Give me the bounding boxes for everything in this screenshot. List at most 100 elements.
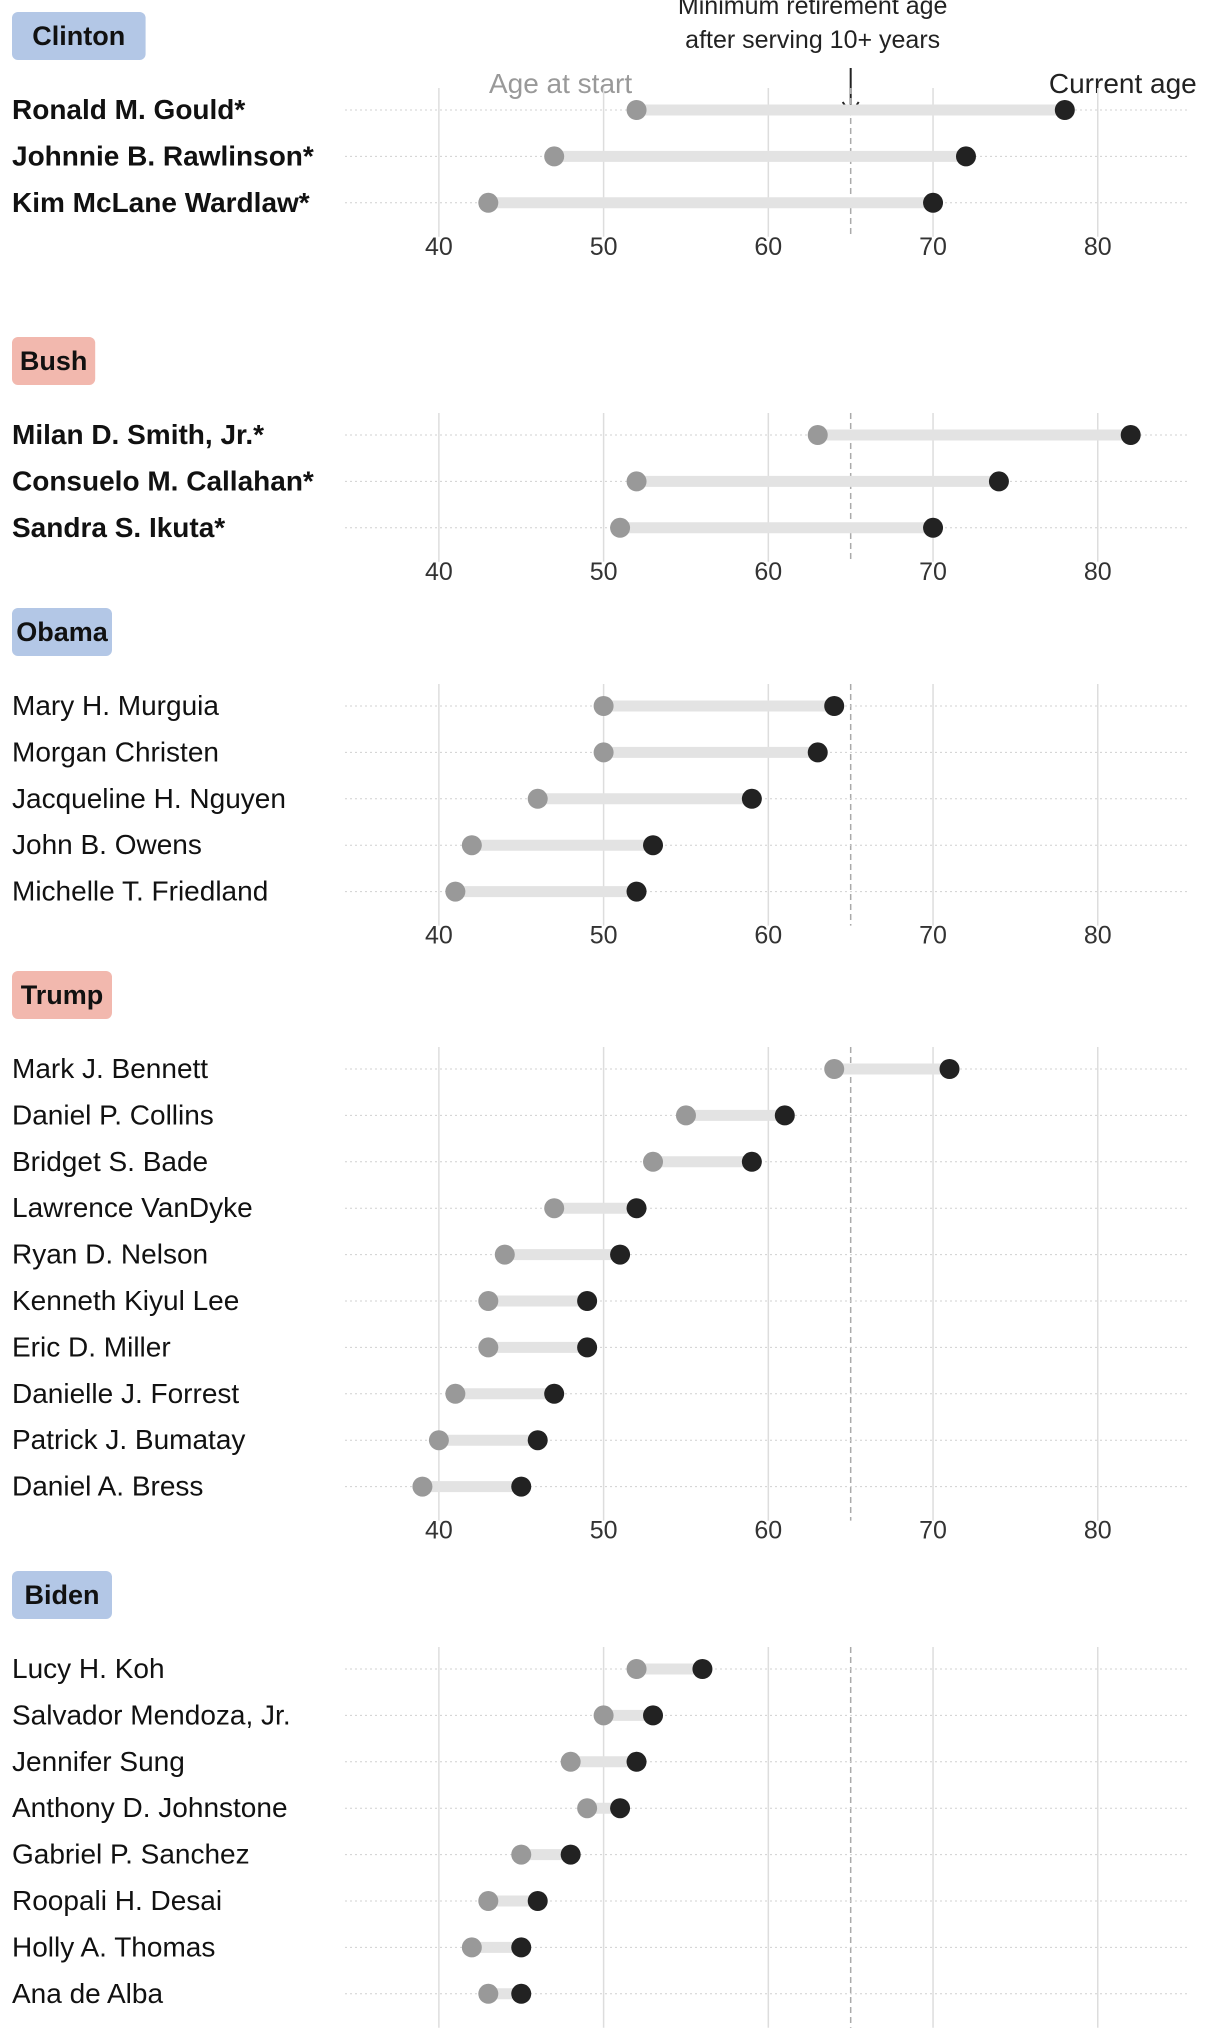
judge-name: Bridget S. Bade — [12, 1146, 208, 1177]
current-age-dot — [527, 1430, 548, 1451]
judge-row: Roopali H. Desai — [12, 1885, 1190, 1916]
start-age-dot — [511, 1844, 532, 1865]
start-age-dot — [412, 1476, 433, 1497]
start-age-dot — [593, 1705, 614, 1726]
group-title-obama: Obama — [16, 617, 109, 647]
current-age-dot — [774, 1105, 795, 1126]
judge-name: Gabriel P. Sanchez — [12, 1839, 250, 1870]
judge-row: Bridget S. Bade — [12, 1146, 1190, 1177]
judge-name: Ana de Alba — [12, 1978, 163, 2009]
judge-name: Jennifer Sung — [12, 1746, 185, 1777]
current-age-dot — [643, 835, 664, 856]
start-age-dot — [593, 696, 614, 716]
current-age-dot — [511, 1983, 532, 2004]
judge-row: Kenneth Kiyul Lee — [12, 1285, 1190, 1316]
party-badge-trump — [12, 971, 112, 1019]
judge-name: Ryan D. Nelson — [12, 1239, 208, 1270]
start-age-dot — [610, 517, 631, 538]
current-age-dot — [741, 788, 762, 809]
x-tick-label: 60 — [754, 2024, 782, 2028]
x-tick-label: 60 — [754, 233, 782, 261]
start-age-dot — [461, 1937, 482, 1958]
judge-name: Patrick J. Bumatay — [12, 1424, 245, 1455]
x-tick-label: 70 — [919, 233, 947, 261]
judge-name: Anthony D. Johnstone — [12, 1792, 288, 1823]
group-title-bush: Bush — [20, 346, 88, 376]
judge-row: Salvador Mendoza, Jr. — [12, 1699, 1190, 1730]
x-tick-label: 50 — [590, 233, 618, 261]
judge-name: Johnnie B. Rawlinson* — [12, 140, 314, 171]
judge-name: Daniel A. Bress — [12, 1471, 203, 1502]
current-age-dot — [692, 1659, 713, 1679]
current-age-dot — [626, 881, 647, 902]
judge-row: Lawrence VanDyke — [12, 1192, 1190, 1223]
x-tick-label: 70 — [919, 1517, 947, 1545]
start-age-dot — [824, 1059, 845, 1079]
start-age-dot — [593, 742, 614, 763]
judge-name: Sandra S. Ikuta* — [12, 512, 225, 543]
judge-name: Holly A. Thomas — [12, 1931, 215, 1962]
x-tick-label: 80 — [1084, 558, 1112, 586]
group-biden: Biden Lucy H. Koh Salvador Mendoza, Jr. Jen… — [12, 1571, 1190, 2028]
x-tick-label: 50 — [590, 2024, 618, 2028]
judge-name: Morgan Christen — [12, 736, 219, 767]
current-age-dot — [824, 696, 845, 716]
start-age-dot — [544, 1198, 565, 1219]
judge-row: Anthony D. Johnstone — [12, 1792, 1190, 1823]
party-badge-clinton — [12, 12, 146, 60]
judge-name: Mary H. Murguia — [12, 690, 219, 721]
x-tick-label: 40 — [425, 2024, 453, 2028]
judge-name: Danielle J. Forrest — [12, 1378, 239, 1409]
group-clinton: Clinton Ronald M. Gould* Johnnie B. Rawlin… — [12, 12, 1190, 261]
judge-name: Kenneth Kiyul Lee — [12, 1285, 239, 1316]
judge-row: Milan D. Smith, Jr.* — [12, 419, 1190, 450]
start-age-dot — [478, 1337, 499, 1358]
start-age-dot — [643, 1151, 664, 1172]
judge-row: Ronald M. Gould* — [12, 94, 1190, 125]
judge-name: Mark J. Bennett — [12, 1053, 208, 1084]
current-age-dot — [923, 192, 944, 213]
judge-row: Johnnie B. Rawlinson* — [12, 140, 1190, 171]
start-age-dot — [478, 192, 499, 213]
start-age-dot — [428, 1430, 449, 1451]
age-at-start-label: Age at start — [489, 68, 632, 99]
min-retirement-label-line2: after serving 10+ years — [685, 26, 940, 54]
party-badge-obama — [12, 608, 112, 656]
judge-name: Lucy H. Koh — [12, 1653, 165, 1684]
group-trump: Trump Mark J. Bennett Daniel P. Collins Bri… — [12, 971, 1190, 1545]
judge-name: Kim McLane Wardlaw* — [12, 187, 310, 218]
judge-row: Holly A. Thomas — [12, 1931, 1190, 1962]
judge-name: Daniel P. Collins — [12, 1099, 214, 1130]
start-age-dot — [626, 471, 647, 492]
judge-row: Mary H. Murguia — [12, 690, 1190, 721]
group-bush: Bush Milan D. Smith, Jr.* Consuelo M. Call… — [12, 337, 1190, 586]
current-age-dot — [544, 1383, 565, 1404]
judge-row: Lucy H. Koh — [12, 1653, 1190, 1684]
judge-name: Milan D. Smith, Jr.* — [12, 419, 264, 450]
judge-name: Eric D. Miller — [12, 1331, 171, 1362]
judge-row: Daniel A. Bress — [12, 1471, 1190, 1502]
judge-row: Danielle J. Forrest — [12, 1378, 1190, 1409]
x-tick-label: 70 — [919, 2024, 947, 2028]
current-age-dot — [610, 1244, 631, 1265]
group-title-clinton: Clinton — [32, 21, 125, 51]
judge-row: Jacqueline H. Nguyen — [12, 783, 1190, 814]
x-tick-label: 50 — [590, 558, 618, 586]
judge-row: Eric D. Miller — [12, 1331, 1190, 1362]
judge-row: Kim McLane Wardlaw* — [12, 187, 1190, 218]
current-age-dot — [1054, 100, 1075, 120]
judge-name: Michelle T. Friedland — [12, 876, 268, 907]
judge-row: Ana de Alba — [12, 1978, 1190, 2009]
x-tick-label: 80 — [1084, 2024, 1112, 2028]
current-age-dot — [923, 517, 944, 538]
judge-name: Consuelo M. Callahan* — [12, 465, 314, 496]
current-age-dot — [626, 1198, 647, 1219]
start-age-dot — [445, 881, 466, 902]
judge-name: Lawrence VanDyke — [12, 1192, 253, 1223]
judge-row: Gabriel P. Sanchez — [12, 1839, 1190, 1870]
start-age-dot — [478, 1891, 499, 1911]
current-age-dot — [610, 1798, 631, 1819]
group-obama: Obama Mary H. Murguia Morgan Christen Jacqu… — [12, 608, 1190, 950]
judge-name: John B. Owens — [12, 829, 202, 860]
